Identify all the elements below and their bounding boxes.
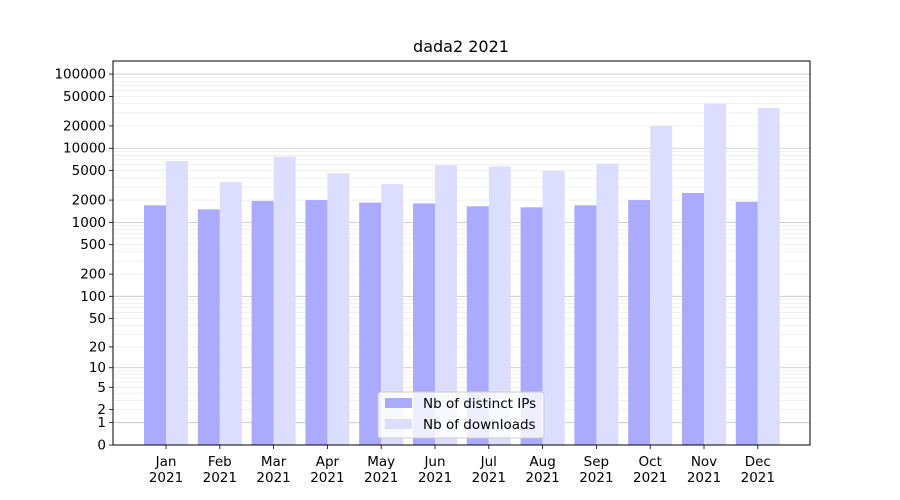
- y-tick-label: 20000: [63, 118, 106, 134]
- bar-downloads: [435, 165, 457, 445]
- bar-downloads: [166, 161, 188, 446]
- y-tick-label: 1: [97, 415, 106, 431]
- bar-downloads: [704, 103, 726, 445]
- y-tick-label: 50: [89, 311, 106, 327]
- x-tick-label: Aug 2021: [525, 454, 559, 486]
- x-tick-label: Oct 2021: [633, 454, 667, 486]
- bar-downloads: [219, 182, 242, 445]
- bar-downloads: [650, 125, 673, 445]
- legend-swatch-ips: [385, 398, 412, 408]
- bar-distinct-ips: [413, 203, 435, 445]
- bar-distinct-ips: [359, 202, 382, 445]
- bar-distinct-ips: [251, 200, 274, 445]
- bar-distinct-ips: [574, 205, 597, 445]
- chart-title: dada2 2021: [413, 37, 509, 56]
- y-tick-label: 2000: [72, 193, 106, 209]
- bars-layer: [144, 103, 780, 446]
- plot-frame: [112, 60, 811, 446]
- y-tick-label: 5000: [72, 163, 106, 179]
- y-tick-label: 500: [80, 237, 106, 253]
- legend: Nb of distinct IPs Nb of downloads: [377, 391, 545, 439]
- bar-distinct-ips: [466, 206, 489, 445]
- bar-distinct-ips: [144, 205, 166, 445]
- bar-downloads: [381, 183, 404, 446]
- y-tick-label: 20: [89, 339, 106, 355]
- y-tick-label: 5: [97, 380, 106, 396]
- y-tick-label: 2: [97, 402, 106, 418]
- x-tick-label: Dec 2021: [741, 454, 775, 486]
- bar-distinct-ips: [197, 209, 220, 445]
- bar-distinct-ips: [628, 200, 651, 445]
- bar-downloads: [327, 173, 350, 446]
- x-tick-label: Apr 2021: [310, 454, 344, 486]
- legend-label-ips: Nb of distinct IPs: [423, 396, 536, 412]
- bar-distinct-ips: [305, 200, 328, 445]
- y-tick-label: 100000: [54, 67, 106, 83]
- bar-distinct-ips: [520, 207, 543, 445]
- x-axis: Jan 2021 Feb 2021 Mar 2021 Apr 2021 May 2021 Jun 20…: [149, 445, 775, 486]
- y-axis: 0 12 5 10 20 50 100 200 500 1000 2000 5000 10000 2000…: [54, 67, 113, 454]
- bar-downloads: [542, 170, 565, 446]
- y-tick-label: 100: [80, 289, 106, 305]
- x-tick-label: Mar 2021: [256, 454, 290, 486]
- x-tick-label: May 2021: [364, 454, 398, 486]
- x-tick-label: Sep 2021: [579, 454, 613, 486]
- legend-swatch-downloads: [385, 419, 412, 429]
- y-tick-label: 50000: [63, 89, 106, 105]
- bar-distinct-ips: [682, 192, 704, 445]
- x-tick-label: Nov 2021: [687, 454, 721, 486]
- x-tick-label: Jul 2021: [472, 454, 506, 486]
- x-tick-label: Jan 2021: [149, 454, 183, 486]
- x-tick-label: Feb 2021: [203, 454, 237, 486]
- bar-downloads: [273, 156, 296, 445]
- y-tick-label: 200: [80, 267, 106, 283]
- y-tick-label: 1000: [72, 215, 106, 231]
- bar-downloads: [757, 107, 780, 446]
- legend-label-downloads: Nb of downloads: [423, 417, 536, 433]
- legend-box: [377, 391, 545, 439]
- y-tick-label: 10000: [63, 141, 106, 157]
- y-tick-label: 0: [97, 438, 106, 454]
- bar-downloads: [488, 166, 511, 446]
- bar-downloads: [596, 163, 619, 445]
- bar-distinct-ips: [735, 201, 758, 445]
- x-tick-label: Jun 2021: [418, 454, 452, 486]
- y-tick-label: 10: [89, 360, 106, 376]
